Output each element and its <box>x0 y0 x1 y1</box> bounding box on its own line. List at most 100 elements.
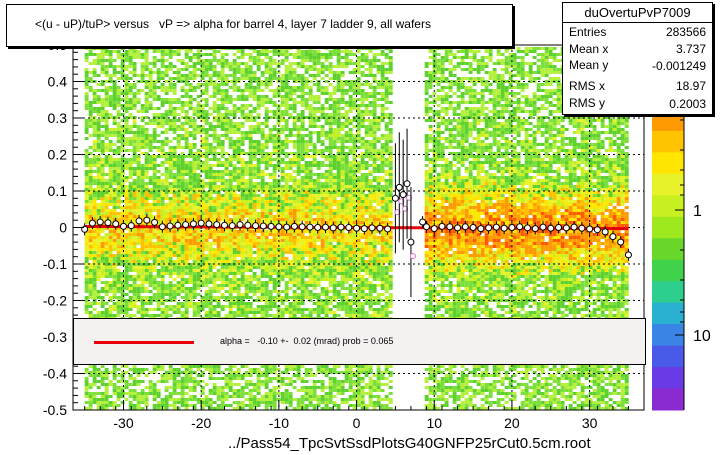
profile-point <box>624 251 632 259</box>
profile-point <box>329 224 337 232</box>
palette-band <box>652 367 684 390</box>
profile-point <box>539 223 547 231</box>
profile-point <box>454 224 462 232</box>
profile-point <box>252 222 260 230</box>
stats-label-rms-y: RMS y <box>569 96 605 110</box>
profile-point <box>290 222 298 230</box>
x-tick-label: -30 <box>113 415 133 431</box>
stats-separator <box>563 22 712 23</box>
profile-point <box>298 223 306 231</box>
profile-point <box>205 220 213 228</box>
profile-point <box>419 218 427 226</box>
y-tick-label: -0.1 <box>43 256 67 272</box>
profile-point <box>166 222 174 230</box>
profile-point <box>321 223 329 231</box>
stats-value-entries: 283566 <box>665 25 706 39</box>
palette-band <box>652 345 684 368</box>
profile-point <box>593 226 601 234</box>
profile-point <box>353 224 361 232</box>
profile-point <box>570 223 578 231</box>
palette-band <box>652 216 684 239</box>
profile-points <box>81 128 632 298</box>
profile-point-alt <box>402 205 409 212</box>
y-tick-label: -0.5 <box>43 402 67 418</box>
axes: -30 -20 -10 0 10 20 30 -0.5 -0.4 -0.3 -0.2 -0.1 0 0.1… <box>43 37 645 431</box>
x-tick-label: 30 <box>582 415 598 431</box>
profile-point <box>407 238 415 246</box>
profile-point <box>267 222 275 230</box>
stats-box: duOvertuPvP7009 Entries 283566 Mean x 3.… <box>562 2 713 115</box>
profile-point <box>430 225 438 233</box>
stats-value-mean-x: 3.737 <box>675 42 706 56</box>
profile-point-alt <box>398 198 405 205</box>
profile-point <box>531 225 539 233</box>
profile-point <box>244 221 252 229</box>
profile-point <box>197 219 205 227</box>
stats-label-rms-x: RMS x <box>569 79 605 93</box>
palette-band <box>652 238 684 261</box>
profile-point <box>516 223 524 231</box>
profile-point <box>182 221 190 229</box>
profile-point <box>345 224 353 231</box>
y-tick-label: -0.2 <box>43 293 67 309</box>
profile-point <box>586 225 594 233</box>
profile-point <box>213 221 221 229</box>
profile-point <box>158 223 166 231</box>
palette-band <box>652 388 684 411</box>
profile-point-alt <box>406 194 413 201</box>
x-tick-label: 10 <box>426 415 442 431</box>
profile-point <box>368 224 376 232</box>
title-box: <(u - uP)/tuP> versus vP => alpha for ba… <box>6 4 513 47</box>
palette-band <box>652 324 684 347</box>
profile-point <box>485 224 493 232</box>
profile-point <box>578 224 586 232</box>
profile-point <box>384 225 392 233</box>
stats-label-entries: Entries <box>569 25 607 39</box>
profile-point <box>562 224 570 232</box>
palette-band <box>652 195 684 218</box>
legend-text: alpha = -0.10 +- 0.02 (mrad) prob = 0.06… <box>220 336 394 346</box>
profile-point <box>617 238 625 246</box>
profile-point <box>127 222 135 230</box>
profile-point <box>508 224 516 231</box>
profile-point <box>337 223 345 231</box>
palette-band <box>652 152 684 175</box>
palette-band <box>652 130 684 153</box>
profile-point <box>601 228 609 236</box>
footer-filename: ../Pass54_TpcSvtSsdPlotsG40GNFP25rCut0.5… <box>228 435 591 452</box>
stats-label-mean-y: Mean y <box>569 58 609 72</box>
y-tick-label: 0.1 <box>48 183 68 199</box>
fit-legend: alpha = -0.10 +- 0.02 (mrad) prob = 0.06… <box>73 318 646 365</box>
profile-point <box>135 217 143 225</box>
profile-point <box>236 221 244 229</box>
x-tick-label: 20 <box>504 415 520 431</box>
plot-title: <(u - uP)/tuP> versus vP => alpha for ba… <box>35 17 431 31</box>
x-tick-label: -10 <box>269 415 289 431</box>
palette-band <box>652 302 684 325</box>
stats-value-rms-x: 18.97 <box>675 79 706 93</box>
color-palette <box>652 45 684 411</box>
profile-point <box>88 219 96 227</box>
profile-point <box>609 233 617 241</box>
stats-value-rms-y: 0.2003 <box>669 97 706 111</box>
profile-point <box>395 183 403 191</box>
profile-point <box>523 224 531 232</box>
profile-point <box>399 191 407 199</box>
palette-tick-label: 10 <box>693 328 711 345</box>
profile-point <box>220 221 228 229</box>
profile-point <box>112 220 120 228</box>
profile-point <box>104 219 112 227</box>
stats-value-mean-y: -0.001249 <box>651 59 706 73</box>
profile-point-alt <box>409 253 416 260</box>
profile-point <box>555 224 563 231</box>
x-tick-label: 0 <box>353 415 361 431</box>
profile-point <box>283 223 291 231</box>
profile-point <box>314 224 322 231</box>
profile-point <box>376 224 384 232</box>
palette-band <box>652 173 684 196</box>
profile-point <box>174 221 182 229</box>
y-tick-label: 0.4 <box>48 74 68 90</box>
profile-point <box>446 223 454 231</box>
profile-point <box>461 223 469 231</box>
y-tick-label: 0.3 <box>48 110 68 126</box>
